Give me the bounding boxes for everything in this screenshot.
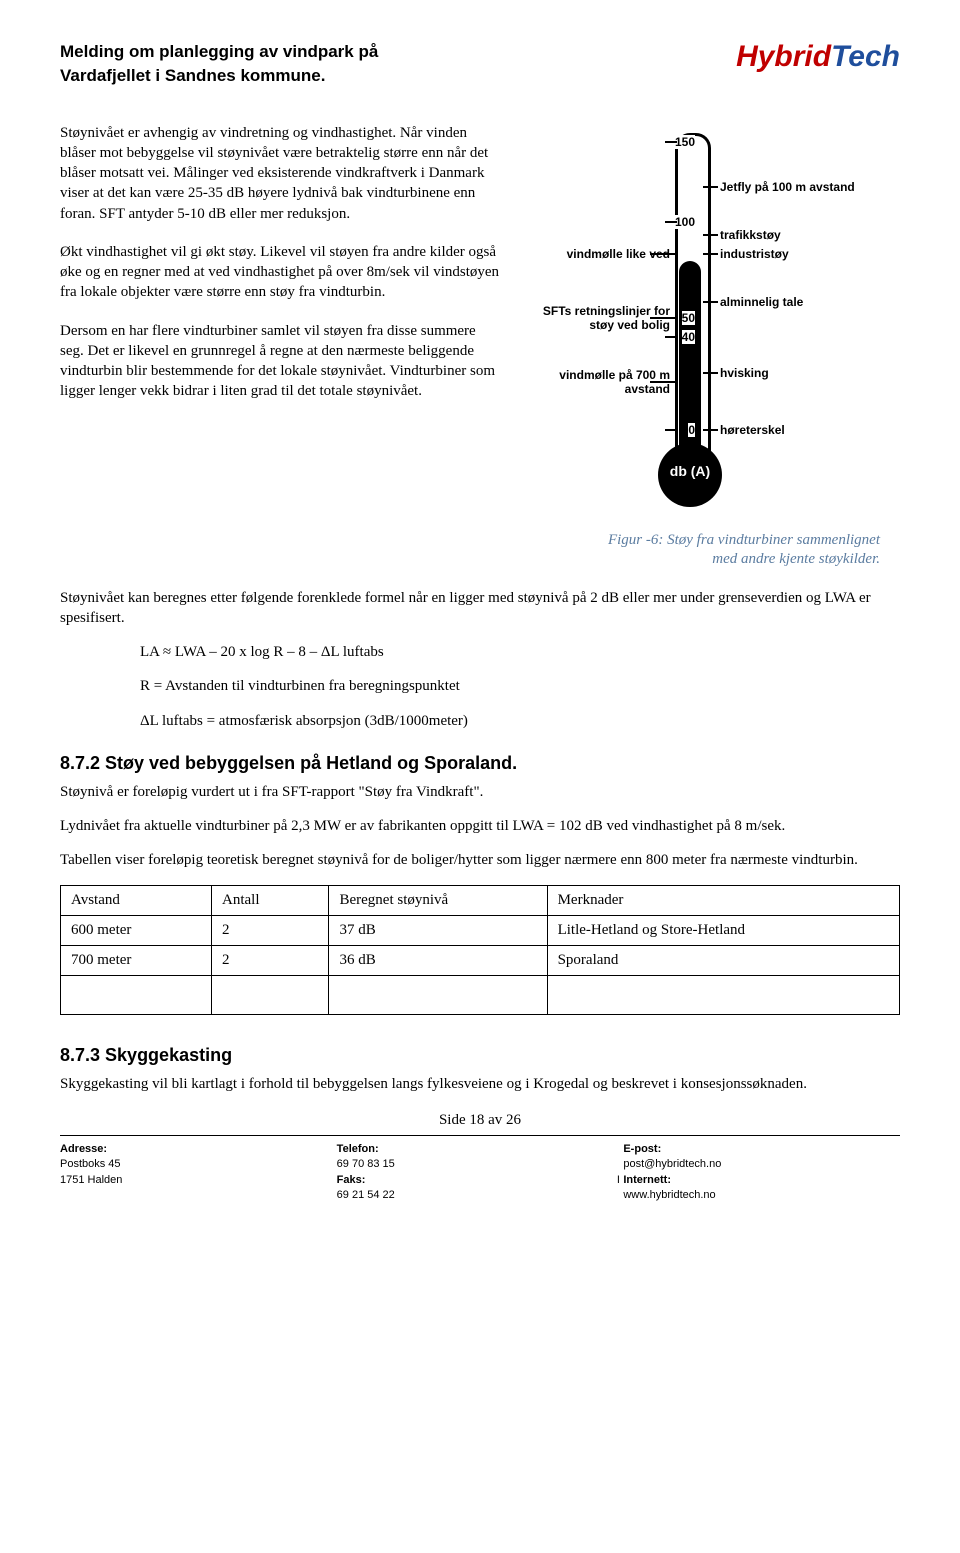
section-872-p2: Lydnivået fra aktuelle vindturbiner på 2… <box>60 816 900 836</box>
table-header-cell: Merknader <box>547 885 899 915</box>
page-number: Side 18 av 26 <box>60 1112 900 1129</box>
table-cell: Litle-Hetland og Store-Hetland <box>547 915 899 945</box>
footer-col-phone: Telefon: 69 70 83 15 Faks: 69 21 54 22 <box>337 1142 614 1204</box>
table-cell: Sporaland <box>547 945 899 975</box>
figure-caption-line2: med andre kjente støykilder. <box>712 551 880 567</box>
footer-address-heading: Adresse: <box>60 1143 107 1155</box>
thermo-tick-mark <box>703 253 718 255</box>
thermo-tick-mark <box>703 429 718 431</box>
paragraph-3: Dersom en har flere vindturbiner samlet … <box>60 321 500 402</box>
thermo-tick-mark <box>665 429 677 431</box>
thermo-tick-value: 0 <box>688 423 695 437</box>
table-cell: 36 dB <box>329 945 547 975</box>
thermo-tick-value: 150 <box>675 135 695 149</box>
table-cell: 2 <box>212 945 329 975</box>
table-cell <box>547 975 899 1014</box>
section-872-heading: 8.7.2 Støy ved bebyggelsen på Hetland og… <box>60 753 900 774</box>
thermo-tick-mark <box>650 317 677 319</box>
table-cell: 700 meter <box>61 945 212 975</box>
figure-caption: Figur -6: Støy fra vindturbiner sammenli… <box>60 531 880 570</box>
thermo-tick-value: 40 <box>682 330 695 344</box>
thermo-tick-mark <box>703 301 718 303</box>
paragraph-1: Støynivået er avhengig av vindretning og… <box>60 123 500 224</box>
table-row: 700 meter236 dBSporaland <box>61 945 900 975</box>
footer-fax-value: 69 21 54 22 <box>337 1189 395 1201</box>
footer-rule <box>60 1135 900 1136</box>
thermo-tick-mark <box>665 221 677 223</box>
thermometer-unit-label: db (A) <box>658 463 722 479</box>
main-text-column: Støynivået er avhengig av vindretning og… <box>60 123 500 513</box>
formula-block: LA ≈ LWA – 20 x log R – 8 – ΔL luftabs R… <box>140 642 900 731</box>
footer-phone-heading: Telefon: <box>337 1143 379 1155</box>
section-873-heading: 8.7.3 Skyggekasting <box>60 1045 900 1066</box>
doc-title: Melding om planlegging av vindpark på Va… <box>60 40 378 88</box>
thermo-tick-value: 100 <box>675 215 695 229</box>
figure-caption-line1: Figur -6: Støy fra vindturbiner sammenli… <box>608 532 880 548</box>
footer-phone-value: 69 70 83 15 <box>337 1158 395 1170</box>
noise-table: AvstandAntallBeregnet støynivåMerknader … <box>60 885 900 1015</box>
figure-column: db (A) 150100vindmølle like ved50SFTs re… <box>530 123 900 513</box>
footer-separator: I <box>613 1142 623 1204</box>
table-header-cell: Avstand <box>61 885 212 915</box>
table-cell <box>61 975 212 1014</box>
thermo-right-label: høreterskel <box>720 423 785 437</box>
thermo-tick-mark <box>703 186 718 188</box>
formula: LA ≈ LWA – 20 x log R – 8 – ΔL luftabs <box>140 642 900 662</box>
page-footer: Adresse: Postboks 45 1751 Halden Telefon… <box>60 1142 900 1204</box>
thermo-tick-mark <box>665 336 677 338</box>
thermo-tick-mark <box>650 253 677 255</box>
table-header-cell: Antall <box>212 885 329 915</box>
section-872-p1: Støynivå er foreløpig vurdert ut i fra S… <box>60 782 900 802</box>
thermo-right-label: Jetfly på 100 m avstand <box>720 180 855 194</box>
thermo-tick-mark <box>703 234 718 236</box>
footer-address-line2: 1751 Halden <box>60 1174 122 1186</box>
thermo-tick-mark <box>665 141 677 143</box>
section-873-p1: Skyggekasting vil bli kartlagt i forhold… <box>60 1074 900 1094</box>
noise-thermometer-figure: db (A) 150100vindmølle like ved50SFTs re… <box>530 123 880 513</box>
thermo-right-label: trafikkstøy <box>720 228 781 242</box>
brand-part2: Tech <box>831 40 900 73</box>
thermo-tick-mark <box>703 372 718 374</box>
brand-logo: HybridTech <box>736 40 900 74</box>
table-cell <box>212 975 329 1014</box>
thermo-right-label: alminnelig tale <box>720 295 803 309</box>
table-cell <box>329 975 547 1014</box>
footer-email-value: post@hybridtech.no <box>623 1158 721 1170</box>
formula-r-def: R = Avstanden til vindturbinen fra bereg… <box>140 676 900 696</box>
table-header-cell: Beregnet støynivå <box>329 885 547 915</box>
footer-web-value: www.hybridtech.no <box>623 1189 715 1201</box>
footer-email-heading: E-post: <box>623 1143 661 1155</box>
footer-web-heading: Internett: <box>623 1174 671 1186</box>
thermo-tick-mark <box>650 381 677 383</box>
paragraph-4: Støynivået kan beregnes etter følgende f… <box>60 588 900 629</box>
footer-col-address: Adresse: Postboks 45 1751 Halden <box>60 1142 337 1204</box>
section-872-p3: Tabellen viser foreløpig teoretisk bereg… <box>60 850 900 870</box>
table-cell: 37 dB <box>329 915 547 945</box>
table-cell: 600 meter <box>61 915 212 945</box>
paragraph-2: Økt vindhastighet vil gi økt støy. Likev… <box>60 242 500 303</box>
thermo-right-label: industristøy <box>720 247 789 261</box>
doc-title-line2: Vardafjellet i Sandnes kommune. <box>60 66 325 85</box>
table-row: 600 meter237 dBLitle-Hetland og Store-He… <box>61 915 900 945</box>
footer-col-contact: E-post: post@hybridtech.no Internett: ww… <box>623 1142 900 1204</box>
page-header: Melding om planlegging av vindpark på Va… <box>60 40 900 88</box>
formula-l-def: ΔL luftabs = atmosfærisk absorpsjon (3dB… <box>140 711 900 731</box>
thermo-tick-value: 50 <box>682 311 695 325</box>
table-row-blank <box>61 975 900 1014</box>
footer-address-line1: Postboks 45 <box>60 1158 121 1170</box>
table-cell: 2 <box>212 915 329 945</box>
footer-fax-heading: Faks: <box>337 1174 366 1186</box>
brand-part1: Hybrid <box>736 40 831 73</box>
thermo-right-label: hvisking <box>720 366 769 380</box>
doc-title-line1: Melding om planlegging av vindpark på <box>60 42 378 61</box>
